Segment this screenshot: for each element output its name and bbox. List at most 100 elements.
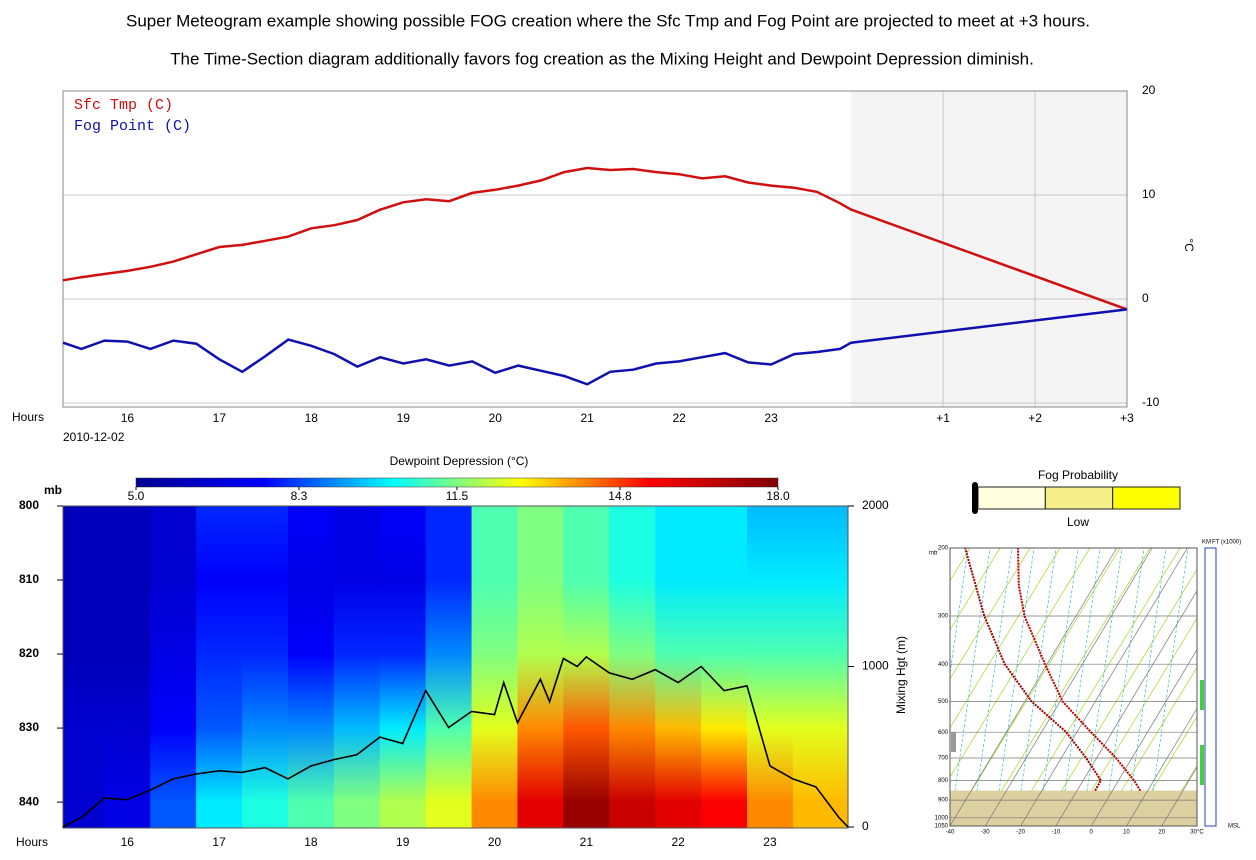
gauge-segment	[1044, 486, 1114, 510]
x-tick-label: 22	[671, 835, 685, 849]
x-tick-label: 0	[1089, 830, 1093, 836]
gauge-segment	[977, 486, 1046, 510]
x-tick-label: +2	[1028, 411, 1042, 425]
y2-tick-label: 0	[1142, 291, 1149, 305]
heat-column	[287, 506, 335, 828]
height-bar-marker	[1200, 680, 1204, 710]
x-tick-label: 21	[581, 411, 595, 425]
skewt-grid	[906, 548, 1256, 826]
colorbar	[135, 477, 779, 488]
height-bar-marker	[1200, 745, 1204, 785]
y-tick-label: 800	[19, 498, 39, 512]
dry-adiabat	[950, 548, 1001, 631]
x-tick-label: 17	[212, 835, 226, 849]
x-tick-label: 10	[1123, 830, 1130, 836]
x-tick-label: 20	[1158, 830, 1165, 836]
x-tick-label: 23	[764, 411, 778, 425]
dry-adiabat	[1039, 568, 1197, 826]
mixing-height-line	[62, 655, 849, 828]
skewt-frame	[949, 547, 1198, 827]
y-tick-label: 300	[938, 614, 949, 620]
dry-adiabat	[1099, 666, 1197, 826]
isotherm	[1161, 766, 1197, 826]
x-tick-label: 20	[488, 835, 502, 849]
mixing-ratio	[971, 548, 1013, 826]
scroll-marker	[951, 732, 956, 752]
plot-frame	[62, 90, 1128, 408]
heat-column	[425, 506, 473, 828]
isotherm	[1020, 548, 1188, 826]
x-tick-label: -10	[1052, 830, 1061, 836]
heat-column	[196, 506, 243, 828]
isotherm	[950, 548, 1118, 826]
x-tick-label: 17	[213, 411, 227, 425]
y-axis-label: mb	[44, 483, 62, 497]
heat-column	[150, 506, 197, 828]
y-tick-label: 400	[938, 662, 949, 668]
y-tick-label: 810	[19, 572, 39, 586]
dry-adiabat	[1009, 548, 1181, 826]
ground	[950, 790, 1197, 826]
colorbar-title: Dewpoint Depression (°C)	[390, 454, 529, 468]
title-line: Super Meteogram example showing possible…	[126, 11, 1090, 30]
mixing-ratio	[1103, 548, 1145, 826]
heat-column	[379, 506, 427, 828]
y-tick-label: 1050	[935, 824, 949, 830]
y2-tick-label: 1000	[862, 659, 889, 673]
dry-adiabat	[979, 548, 1151, 826]
x-tick-label: 19	[396, 835, 410, 849]
x-tick-label: 16	[121, 835, 135, 849]
right-axis-label: MSL	[1228, 824, 1241, 830]
gauge-label: Low	[1067, 515, 1089, 529]
x-tick-label: -40	[946, 830, 955, 836]
mixing-ratio	[1147, 548, 1189, 826]
isotherm	[1090, 648, 1197, 826]
x-tick-label: 23	[763, 835, 777, 849]
isotherm	[1126, 707, 1197, 826]
colorbar-tick-label: 14.8	[608, 489, 632, 503]
y-tick-label: 600	[938, 730, 949, 736]
dry-adiabat	[950, 548, 1031, 680]
mixing-ratio	[950, 548, 991, 826]
title-line: The Time-Section diagram additionally fa…	[170, 49, 1034, 68]
x-tick-label: 21	[580, 835, 594, 849]
x-tick-label: -20	[1016, 830, 1025, 836]
y2-tick-label: 20	[1142, 83, 1156, 97]
legend-entry: Fog Point (C)	[74, 118, 191, 135]
y-tick-label: 500	[938, 699, 949, 705]
heat-column	[655, 506, 702, 828]
mixing-ratio	[906, 548, 946, 826]
heatmap	[63, 506, 848, 828]
mixing-ratio	[1059, 548, 1101, 826]
profile-line	[1017, 548, 1142, 792]
series-line	[62, 166, 1128, 311]
dry-adiabat	[1189, 813, 1197, 826]
y-tick-label: 820	[19, 646, 39, 660]
y-tick-label: 200	[938, 546, 949, 552]
y2-tick-label: 0	[862, 819, 869, 833]
series-line	[62, 308, 1128, 386]
colorbar-tick-label: 11.5	[446, 489, 469, 503]
dry-adiabat	[1069, 617, 1197, 826]
colorbar-tick-label: 5.0	[128, 489, 145, 503]
colorbar-tick-label: 18.0	[766, 489, 790, 503]
y2-tick-label: -10	[1142, 395, 1160, 409]
heat-column	[701, 506, 748, 828]
x-tick-label: 20	[489, 411, 503, 425]
heat-column	[792, 506, 848, 828]
y-axis-label: mb	[929, 551, 938, 557]
y2-tick-label: 2000	[862, 498, 889, 512]
x-tick-label: +3	[1120, 411, 1134, 425]
mixing-ratio	[993, 548, 1035, 826]
heat-column	[517, 506, 564, 828]
x-axis-label: Hours	[12, 410, 44, 424]
mixing-ratio	[1081, 548, 1123, 826]
x-tick-label: 16	[121, 411, 135, 425]
dry-adiabat	[1220, 548, 1256, 826]
skewt-area	[949, 547, 1198, 827]
dry-adiabat	[1159, 764, 1197, 826]
y2-tick-label: 10	[1142, 187, 1156, 201]
dry-adiabat	[950, 548, 1061, 729]
gauge-segment	[1112, 486, 1181, 510]
